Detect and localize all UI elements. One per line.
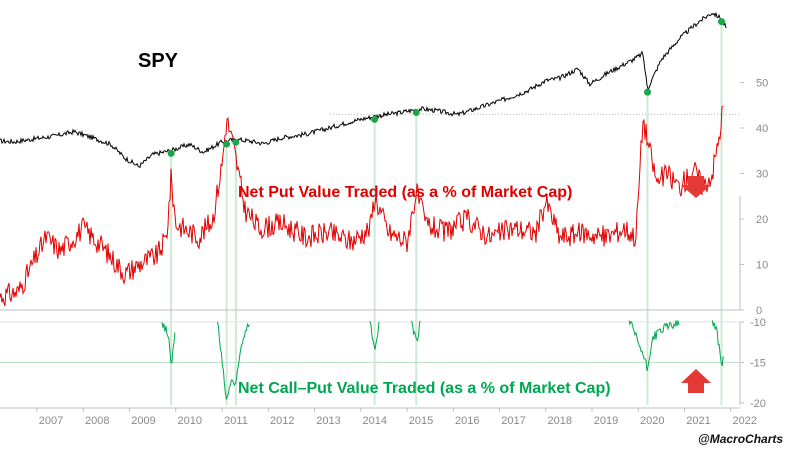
signal-marker	[644, 88, 651, 96]
up-arrow-icon	[681, 369, 711, 393]
put-y-tick-label: 10	[756, 260, 768, 272]
put-line	[0, 105, 724, 307]
signal-markers	[167, 18, 725, 157]
signal-marker	[371, 115, 379, 123]
call-y-tick-label: -15	[750, 358, 766, 370]
signal-marker	[232, 138, 240, 146]
x-tick-label: 2013	[316, 415, 340, 427]
call-line-segment	[628, 320, 680, 372]
x-tick-label: 2007	[39, 415, 63, 427]
spy-title: SPY	[138, 50, 179, 72]
x-tick-label: 2021	[686, 415, 710, 427]
signal-marker	[167, 149, 175, 157]
signal-marker	[412, 109, 420, 117]
put-y-tick-label: 40	[756, 123, 768, 135]
x-tick-label: 2018	[548, 415, 572, 427]
put-y-tick-label: 20	[756, 214, 768, 226]
x-tick-label: 2022	[733, 415, 757, 427]
signal-vertical-lines	[170, 18, 723, 405]
spy-line	[0, 12, 727, 169]
x-tick-label: 2010	[178, 415, 202, 427]
x-tick-label: 2017	[501, 415, 525, 427]
x-tick-label: 2014	[363, 415, 387, 427]
put-y-tick-label: 30	[756, 169, 768, 181]
x-tick-label: 2019	[594, 415, 618, 427]
x-tick-label: 2009	[131, 415, 155, 427]
x-tick-label: 2012	[270, 415, 294, 427]
x-tick-label: 2016	[455, 415, 479, 427]
down-arrow-icon	[681, 176, 711, 198]
call-y-tick-label: -10	[750, 317, 766, 329]
series-lines	[0, 12, 727, 400]
call-line-segment	[369, 321, 380, 350]
call-line-segment	[161, 322, 176, 364]
call-line-segment	[711, 320, 724, 367]
x-tick-label: 2008	[85, 415, 109, 427]
call-chart-title: Net Call–Put Value Traded (as a % of Mar…	[238, 380, 611, 397]
x-tick-label: 2011	[224, 415, 248, 427]
put-y-tick-label: 50	[756, 78, 768, 90]
source-credit: @MacroCharts	[698, 432, 783, 446]
x-tick-label: 2020	[640, 415, 664, 427]
put-chart-title: Net Put Value Traded (as a % of Market C…	[238, 184, 572, 201]
signal-marker	[718, 18, 725, 26]
x-tick-label: 2015	[409, 415, 433, 427]
call-y-tick-label: -20	[750, 398, 766, 410]
signal-marker	[223, 140, 231, 148]
call-line-segment	[216, 321, 250, 400]
put-y-tick-label: 0	[756, 305, 762, 317]
call-line-segment	[411, 320, 421, 342]
